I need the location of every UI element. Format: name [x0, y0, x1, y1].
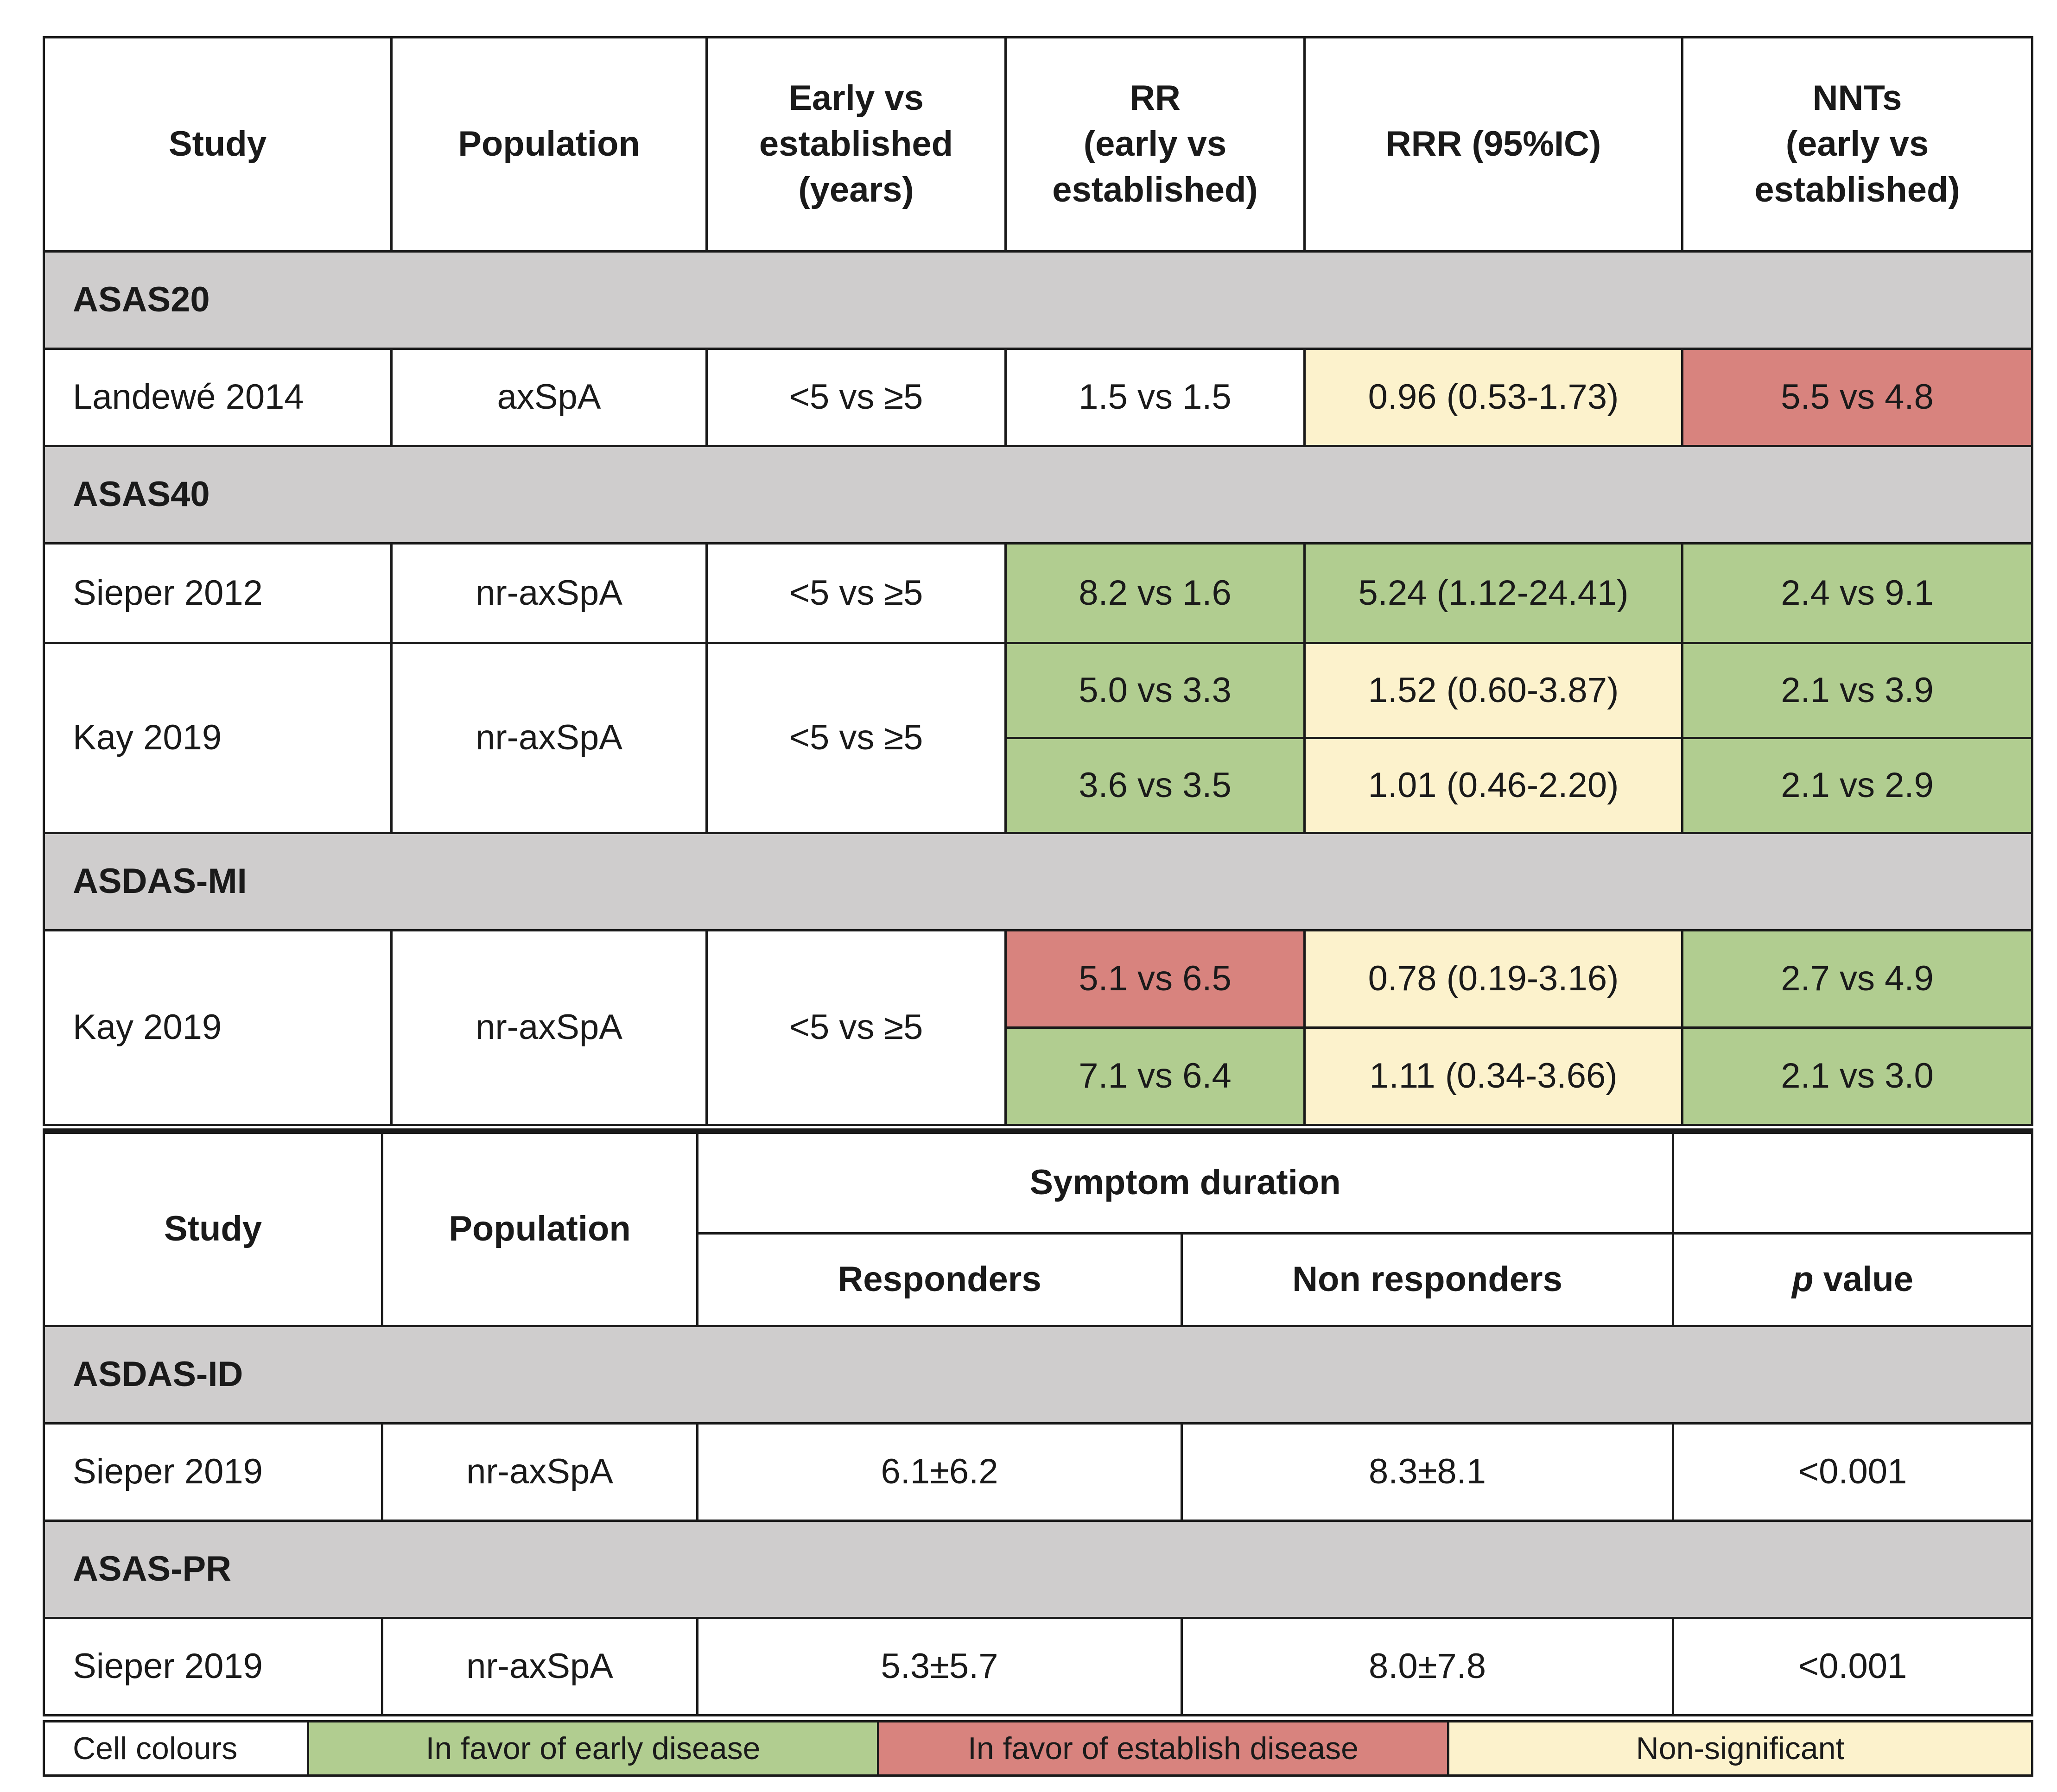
header-rr: RR (early vs established) — [1004, 36, 1306, 253]
colour-legend: Cell colours In favor of early disease I… — [43, 1720, 2033, 1777]
header-population: Population — [390, 36, 708, 253]
section-row-asas-pr: ASAS-PR — [42, 1519, 2034, 1619]
table-row: 3.6 vs 3.5 1.01 (0.46-2.20) 2.1 vs 2.9 — [44, 737, 2033, 834]
legend-label: Cell colours — [43, 1720, 309, 1777]
header-study: Study — [43, 36, 393, 253]
header-p-value: p value — [1672, 1232, 2034, 1327]
rrr-cell: 5.24 (1.12-24.41) — [1303, 542, 1683, 644]
section-title: ASDAS-ID — [42, 1324, 2034, 1425]
p-value-cell: <0.001 — [1672, 1422, 2034, 1522]
rrr-cell: 1.01 (0.46-2.20) — [1303, 737, 1683, 834]
table-row: Sieper 2012 nr-axSpA <5 vs ≥5 8.2 vs 1.6… — [43, 542, 2033, 644]
non-responders-cell: 8.3±8.1 — [1180, 1422, 1675, 1522]
header-empty — [1672, 1130, 2034, 1235]
study-cell: Sieper 2019 — [43, 1422, 383, 1522]
nnt-cell: 2.1 vs 2.9 — [1681, 737, 2033, 834]
rrr-cell: 0.78 (0.19-3.16) — [1303, 929, 1683, 1029]
header-row: Study Population Symptom duration — [43, 1130, 2034, 1327]
header-symptom-duration: Symptom duration — [696, 1130, 1675, 1235]
early-cell: <5 vs ≥5 — [705, 929, 1007, 1126]
header-responders: Responders — [696, 1232, 1183, 1327]
section-row-asas40: ASAS40 — [43, 445, 2033, 545]
section-title: ASDAS-MI — [43, 832, 2033, 931]
nnt-cell: 5.5 vs 4.8 — [1681, 348, 2033, 447]
rr-cell: 8.2 vs 1.6 — [1004, 542, 1306, 644]
nnt-cell: 2.7 vs 4.9 — [1681, 929, 2033, 1029]
header-non-responders: Non responders — [1180, 1232, 1675, 1327]
population-cell: nr-axSpA — [390, 642, 708, 834]
section-title: ASAS-PR — [42, 1519, 2034, 1619]
header-population: Population — [381, 1130, 698, 1327]
header-row: Study Population Early vs established (y… — [43, 36, 2033, 253]
section-row-asdas-id: ASDAS-ID — [42, 1324, 2034, 1425]
study-cell: Sieper 2012 — [43, 542, 393, 644]
section-row-asas20: ASAS20 — [43, 250, 2033, 350]
study-cell: Kay 2019 — [43, 929, 393, 1126]
population-cell: nr-axSpA — [390, 542, 708, 644]
population-cell: nr-axSpA — [381, 1422, 698, 1522]
responders-cell: 5.3±5.7 — [696, 1616, 1183, 1716]
early-cell: <5 vs ≥5 — [705, 642, 1007, 834]
header-rrr: RRR (95%IC) — [1303, 36, 1683, 253]
rrr-cell: 1.52 (0.60-3.87) — [1303, 642, 1683, 739]
header-study: Study — [43, 1130, 383, 1327]
rr-cell: 1.5 vs 1.5 — [1004, 348, 1306, 447]
header-early-vs-established: Early vs established (years) — [705, 36, 1007, 253]
non-responders-cell: 8.0±7.8 — [1180, 1616, 1675, 1716]
population-cell: axSpA — [390, 348, 708, 447]
legend-row: Cell colours In favor of early disease I… — [43, 1720, 2033, 1777]
section-title: ASAS20 — [43, 250, 2033, 350]
results-table-lower: Study Population Symptom duration Respon… — [42, 1128, 2034, 1716]
study-cell: Landewé 2014 — [43, 348, 393, 447]
early-cell: <5 vs ≥5 — [705, 542, 1007, 644]
rr-cell: 5.0 vs 3.3 — [1004, 642, 1306, 739]
p-value-cell: <0.001 — [1672, 1616, 2034, 1716]
responders-cell: 6.1±6.2 — [696, 1422, 1183, 1522]
table-row: Sieper 2019 nr-axSpA 6.1±6.2 8.3±8.1 <0.… — [43, 1422, 2034, 1522]
table-row: 7.1 vs 6.4 1.11 (0.34-3.66) 2.1 vs 3.0 — [44, 1026, 2033, 1126]
study-cell: Sieper 2019 — [43, 1616, 383, 1716]
header-nnts: NNTs (early vs established) — [1681, 36, 2033, 253]
rrr-cell: 0.96 (0.53-1.73) — [1303, 348, 1683, 447]
section-row-asdas-mi: ASDAS-MI — [43, 832, 2033, 931]
rrr-cell: 1.11 (0.34-3.66) — [1303, 1026, 1683, 1126]
results-table-upper: Study Population Early vs established (y… — [43, 36, 2033, 1126]
legend-early-disease: In favor of early disease — [307, 1720, 879, 1777]
legend-established-disease: In favor of establish disease — [877, 1720, 1449, 1777]
header-row: Responders Non responders p value — [44, 1232, 2034, 1327]
table-row: Sieper 2019 nr-axSpA 5.3±5.7 8.0±7.8 <0.… — [43, 1616, 2034, 1716]
table-row: Landewé 2014 axSpA <5 vs ≥5 1.5 vs 1.5 0… — [43, 348, 2033, 447]
rr-cell: 5.1 vs 6.5 — [1004, 929, 1306, 1029]
table-row: Kay 2019 nr-axSpA <5 vs ≥5 5.0 vs 3.3 1.… — [43, 642, 2033, 834]
rr-cell: 3.6 vs 3.5 — [1004, 737, 1306, 834]
nnt-cell: 2.1 vs 3.0 — [1681, 1026, 2033, 1126]
section-title: ASAS40 — [43, 445, 2033, 545]
nnt-cell: 2.4 vs 9.1 — [1681, 542, 2033, 644]
early-cell: <5 vs ≥5 — [705, 348, 1007, 447]
study-cell: Kay 2019 — [43, 642, 393, 834]
population-cell: nr-axSpA — [381, 1616, 698, 1716]
population-cell: nr-axSpA — [390, 929, 708, 1126]
legend-non-significant: Non-significant — [1447, 1720, 2033, 1777]
table-row: Kay 2019 nr-axSpA <5 vs ≥5 5.1 vs 6.5 0.… — [43, 929, 2033, 1126]
rr-cell: 7.1 vs 6.4 — [1004, 1026, 1306, 1126]
nnt-cell: 2.1 vs 3.9 — [1681, 642, 2033, 739]
